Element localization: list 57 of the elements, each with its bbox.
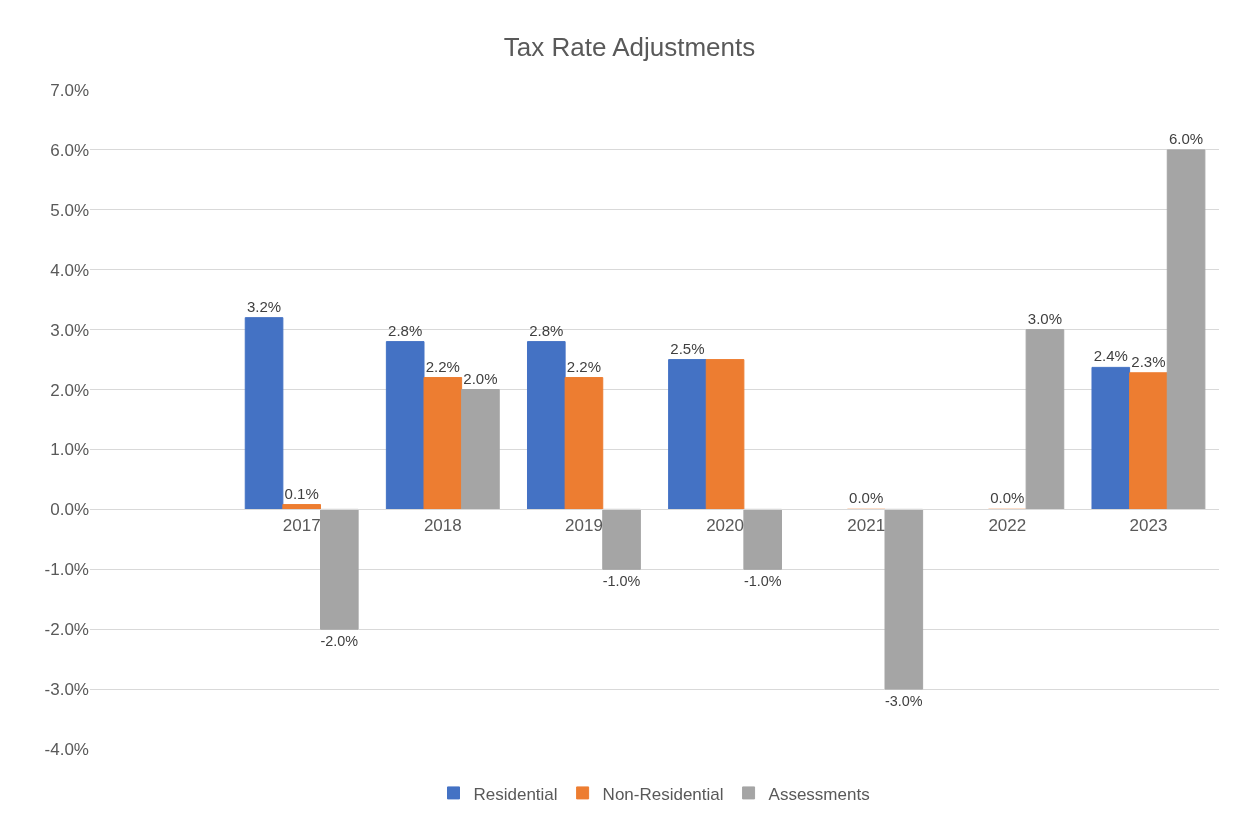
data-label: 0.0%	[849, 489, 884, 507]
bar	[1025, 329, 1065, 510]
y-tick-label: -2.0%	[44, 620, 89, 640]
data-label: -1.0%	[743, 572, 782, 589]
data-label: 2.5%	[670, 339, 705, 357]
bar	[1129, 372, 1168, 510]
bar	[705, 359, 745, 510]
y-tick-label: 5.0%	[50, 200, 89, 220]
data-label: 2.3%	[1131, 352, 1166, 370]
bar	[668, 359, 707, 510]
data-label: 3.0%	[1027, 309, 1063, 327]
bar	[1166, 149, 1206, 510]
bar	[884, 508, 924, 690]
data-label: 2.4%	[1093, 347, 1128, 365]
data-label: 2.8%	[529, 321, 564, 339]
x-tick-label: 2019	[565, 515, 603, 535]
legend-label: Non-Residential	[602, 784, 724, 804]
data-label: -2.0%	[320, 632, 359, 649]
y-tick-label: -4.0%	[44, 739, 89, 759]
chart-title: Tax Rate Adjustments	[503, 31, 756, 62]
x-tick-label: 2018	[423, 515, 462, 535]
data-label: 2.2%	[566, 357, 602, 375]
data-label: 2.8%	[388, 321, 423, 339]
y-tick-label: 6.0%	[50, 140, 89, 160]
data-label: 2.2%	[425, 357, 460, 375]
data-label: -1.0%	[602, 572, 641, 589]
x-tick-label: 2017	[282, 515, 321, 535]
bar	[526, 341, 566, 510]
bar	[385, 341, 425, 510]
data-label: 3.2%	[246, 297, 282, 315]
bar	[564, 377, 604, 510]
data-label: -3.0%	[885, 692, 923, 709]
y-tick-label: -3.0%	[44, 680, 89, 700]
y-tick-label: 0.0%	[50, 500, 89, 520]
legend-label: Residential	[473, 784, 558, 804]
x-tick-label: 2021	[847, 515, 886, 535]
y-tick-label: 1.0%	[50, 440, 89, 460]
bar	[1091, 366, 1131, 510]
y-tick-label: -1.0%	[44, 560, 89, 580]
data-label: 0.0%	[990, 489, 1025, 507]
bar	[423, 377, 463, 510]
y-tick-label: 7.0%	[50, 80, 89, 100]
bar	[461, 389, 500, 510]
bar	[244, 317, 284, 510]
x-tick-label: 2023	[1129, 515, 1168, 535]
y-tick-label: 3.0%	[50, 320, 89, 340]
data-label: 2.0%	[463, 369, 498, 387]
bar	[743, 508, 783, 570]
data-label: 6.0%	[1168, 129, 1204, 147]
x-tick-label: 2022	[988, 515, 1027, 535]
data-label: 0.1%	[284, 484, 319, 502]
y-tick-label: 2.0%	[50, 380, 89, 400]
bar	[602, 508, 641, 570]
x-tick-label: 2020	[706, 515, 744, 535]
y-tick-label: 4.0%	[50, 260, 89, 280]
bar	[320, 508, 359, 630]
legend-label: Assessments	[768, 784, 870, 804]
